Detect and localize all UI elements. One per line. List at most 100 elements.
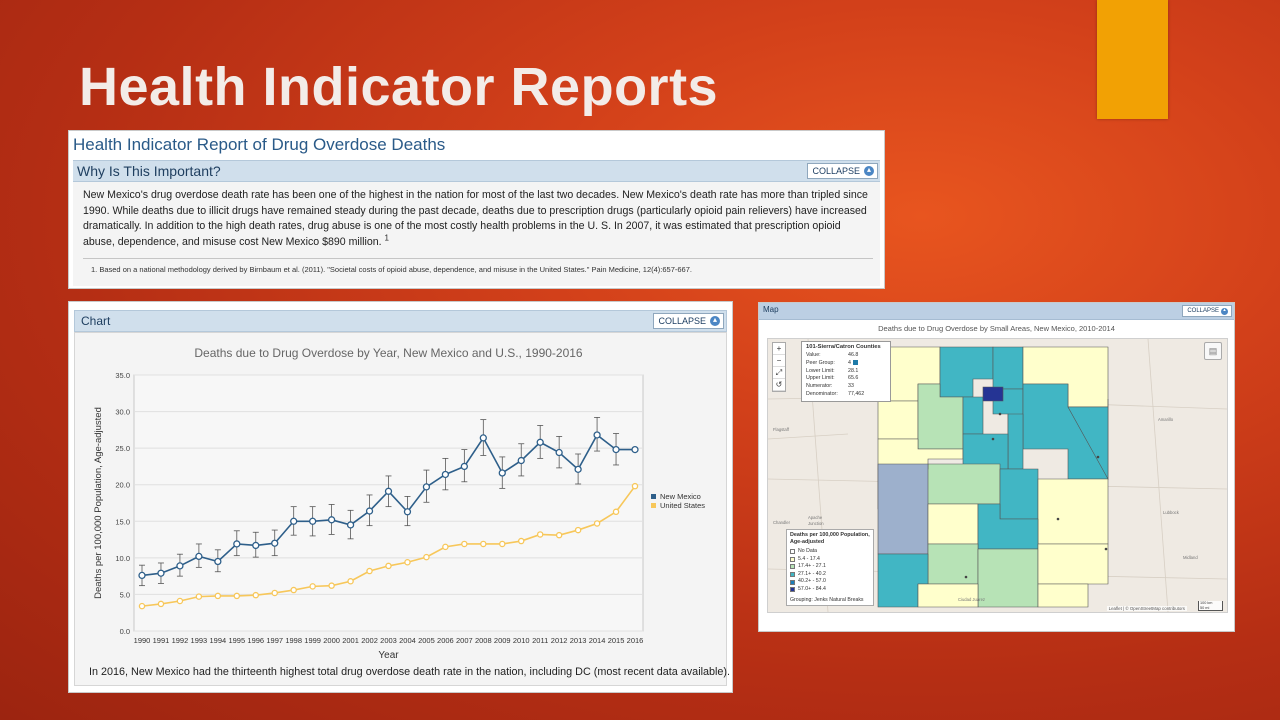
data-point [195, 593, 203, 600]
x-tick-label: 2008 [475, 636, 492, 645]
x-tick-label: 2006 [437, 636, 454, 645]
x-tick-label: 2001 [342, 636, 359, 645]
map-attribution[interactable]: Leaflet | © OpenStreetMap contributors [1106, 606, 1187, 611]
data-point [555, 448, 563, 457]
collapse-label: COLLAPSE [658, 316, 706, 326]
tooltip-row: Peer Group: 4 [806, 360, 886, 368]
report-body: New Mexico's drug overdose death rate ha… [73, 182, 880, 286]
data-point [309, 583, 316, 590]
collapse-icon: ▴ [864, 166, 874, 176]
data-point [441, 470, 450, 479]
collapse-label: COLLAPSE [812, 166, 860, 176]
data-point [214, 592, 222, 600]
y-tick-label: 35.0 [115, 371, 130, 380]
x-tick-label: 2005 [418, 636, 435, 645]
section-header-label: Why Is This Important? [77, 163, 221, 179]
collapse-icon: ▴ [710, 316, 720, 326]
legend-item: 5.4 - 17.4 [790, 556, 870, 564]
data-point [138, 571, 146, 580]
chart-caption: In 2016, New Mexico had the thirteenth h… [89, 666, 730, 678]
footnote-ref[interactable]: 1 [384, 232, 389, 242]
x-tick-label: 2016 [627, 636, 644, 645]
legend-label: 57.0+ - 84.4 [798, 585, 826, 592]
layers-icon[interactable]: ▤ [1204, 342, 1222, 360]
x-tick-label: 1998 [285, 636, 302, 645]
data-point [461, 540, 468, 548]
tooltip-value: 28.1 [848, 367, 859, 374]
collapse-button[interactable]: COLLAPSE ▴ [807, 163, 878, 179]
x-tick-label: 2012 [551, 636, 568, 645]
data-point [423, 553, 430, 561]
legend-swatch [790, 556, 795, 562]
data-point [480, 540, 487, 548]
y-tick-label: 30.0 [115, 408, 130, 417]
data-point [631, 445, 639, 454]
map-view[interactable]: Flagstaff Amarillo Lubbock Apache Junction C… [767, 338, 1228, 613]
data-point [233, 592, 241, 600]
x-tick-label: 1996 [247, 636, 264, 645]
x-tick-label: 2004 [399, 636, 416, 645]
chart-title: Deaths due to Drug Overdose by Year, New… [194, 346, 583, 360]
chart-header: Chart COLLAPSE ▴ [74, 310, 727, 332]
data-point [498, 469, 506, 477]
reset-icon[interactable]: ↺ [773, 379, 785, 391]
x-tick-label: 2009 [494, 636, 511, 645]
data-point [555, 531, 563, 539]
data-point [536, 438, 544, 446]
zoom-in-icon[interactable]: + [773, 343, 785, 355]
legend-swatch [790, 587, 795, 593]
x-tick-label: 2000 [323, 636, 340, 645]
legend-label: 40.2+ - 57.0 [798, 578, 826, 585]
fullscreen-icon[interactable]: ⤢ [773, 367, 785, 379]
data-point [385, 562, 392, 570]
legend-swatch [651, 494, 656, 499]
tooltip-value: 4 [848, 360, 886, 368]
data-point [176, 597, 184, 605]
legend-swatch [651, 503, 656, 508]
legend-label: 27.1+ - 40.2 [798, 570, 826, 577]
tooltip-row: Lower Limit: 28.1 [806, 368, 886, 376]
map-title: Deaths due to Drug Overdose by Small Are… [878, 324, 1115, 333]
data-point [365, 507, 374, 515]
data-point [574, 465, 582, 474]
x-tick-label: 1997 [266, 636, 283, 645]
data-point [517, 537, 525, 545]
legend-swatch [790, 564, 795, 570]
x-tick-label: 2013 [570, 636, 587, 645]
tooltip-value: 33 [848, 383, 854, 390]
legend-label: United States [660, 501, 705, 510]
data-point [422, 483, 431, 491]
data-point [290, 517, 298, 525]
why-important-header: Why Is This Important? COLLAPSE ▴ [73, 160, 880, 182]
svg-text:Flagstaff: Flagstaff [773, 427, 790, 432]
legend-label: New Mexico [660, 492, 701, 501]
tooltip-label: Denominator: [806, 390, 838, 397]
data-point [403, 508, 412, 516]
chart-panel: Chart COLLAPSE ▴ Deaths due to Drug Over… [68, 301, 733, 693]
data-point [328, 582, 335, 589]
zoom-out-icon[interactable]: − [773, 355, 785, 367]
data-point [536, 531, 544, 538]
data-point [271, 589, 278, 597]
tooltip-label: Upper Limit: [806, 375, 835, 382]
overdose-line-chart: Deaths due to Drug Overdose by Year, New… [93, 346, 705, 661]
data-point [366, 567, 373, 575]
tooltip-label: Lower Limit: [806, 367, 835, 374]
x-tick-label: 1990 [134, 636, 151, 645]
map-collapse-button[interactable]: COLLAPSE ▴ [1182, 305, 1232, 317]
y-tick-label: 10.0 [115, 554, 130, 563]
collapse-label: COLLAPSE [1187, 308, 1219, 314]
x-tick-label: 2010 [513, 636, 530, 645]
data-point [517, 456, 525, 465]
x-tick-label: 2015 [608, 636, 625, 645]
data-point [327, 516, 336, 524]
data-point [593, 431, 601, 439]
report-panel: Health Indicator Report of Drug Overdose… [68, 130, 885, 289]
legend-swatch [790, 579, 795, 585]
chart-collapse-button[interactable]: COLLAPSE ▴ [653, 313, 724, 329]
footnote-divider [83, 258, 873, 259]
data-point [612, 508, 620, 516]
accent-bar [1097, 0, 1168, 119]
tooltip-label: Peer Group: [806, 359, 835, 366]
